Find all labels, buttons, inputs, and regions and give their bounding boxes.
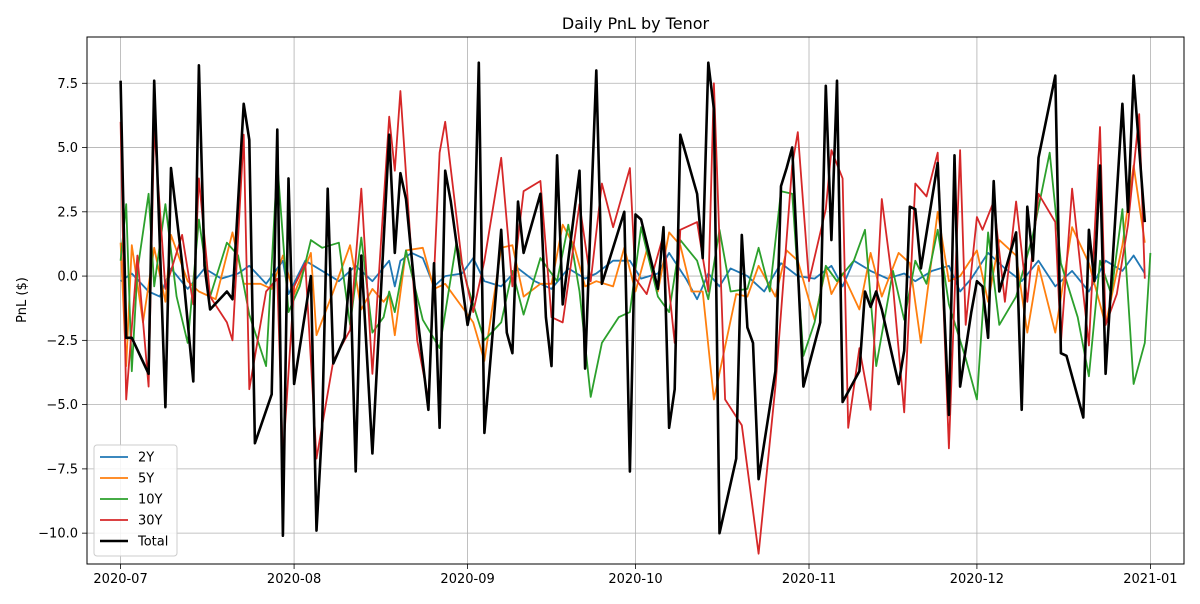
- y-tick-label: 7.5: [57, 77, 78, 92]
- series-line-30y: [119, 82, 1146, 555]
- legend: 2Y 5Y 10Y 30Y Total: [93, 444, 178, 557]
- series-line-10y: [119, 151, 1152, 401]
- y-tick-label: 5.0: [57, 141, 78, 156]
- legend-label-total: Total: [137, 535, 168, 550]
- grid-lines: [87, 37, 1184, 564]
- y-tick-label: −10.0: [38, 527, 78, 542]
- legend-label-10y: 10Y: [138, 493, 163, 508]
- legend-label-2y: 2Y: [138, 451, 154, 466]
- y-tick-label: −2.5: [46, 334, 78, 349]
- x-tick-label: 2021-01: [1123, 572, 1177, 587]
- y-tick-label: −7.5: [46, 462, 78, 477]
- legend-label-30y: 30Y: [138, 514, 163, 529]
- x-tick-label: 2020-07: [93, 572, 147, 587]
- y-tick-label: −5.0: [46, 398, 78, 413]
- axis-ticks: 2020-07 2020-08 2020-09 2020-10 2020-11 2020-…: [38, 77, 1177, 587]
- x-tick-label: 2020-08: [267, 572, 321, 587]
- x-tick-label: 2020-12: [950, 572, 1004, 587]
- x-tick-label: 2020-11: [782, 572, 836, 587]
- x-tick-label: 2020-09: [440, 572, 494, 587]
- x-tick-label: 2020-10: [608, 572, 662, 587]
- legend-box: [93, 444, 178, 557]
- series-line-total: [119, 61, 1147, 537]
- legend-label-5y: 5Y: [138, 472, 154, 487]
- chart-title: Daily PnL by Tenor: [562, 14, 710, 33]
- series-lines: [119, 61, 1152, 555]
- y-tick-label: 2.5: [57, 205, 78, 220]
- y-axis-label: PnL ($): [15, 277, 30, 323]
- y-tick-label: 0.0: [57, 270, 78, 285]
